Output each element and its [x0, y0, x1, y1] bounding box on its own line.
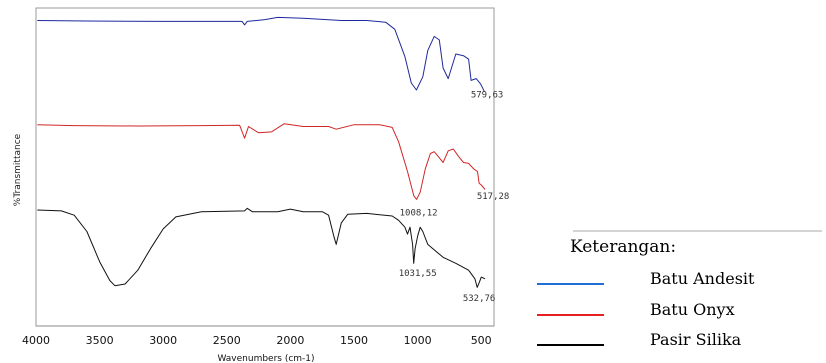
peak-label: 532,76: [463, 294, 496, 304]
legend: Keterangan: Batu Andesit Batu Onyx Pasir…: [537, 230, 822, 349]
peak-label: 1031,55: [399, 269, 437, 279]
series-line-batu-andesit: [37, 16, 485, 93]
peak-label: 517,28: [477, 192, 510, 202]
peak-labels: 579,63 1008,12 517,28 1031,55 532,76: [399, 90, 510, 304]
x-tick-label: 2000: [276, 334, 304, 347]
legend-entry-pasir-silika: Pasir Silika: [537, 330, 742, 349]
peak-label: 1008,12: [400, 208, 438, 218]
x-axis-label: Wavenumbers (cm-1): [217, 354, 314, 363]
x-tick-label: 1000: [404, 334, 432, 347]
series-line-pasir-silika: [37, 207, 486, 288]
x-tick-label: 500: [471, 334, 492, 347]
legend-title: Keterangan:: [570, 237, 676, 257]
legend-entry-batu-onyx: Batu Onyx: [537, 300, 735, 319]
legend-entry-batu-andesit: Batu Andesit: [537, 269, 755, 288]
series-line-batu-onyx: [37, 123, 486, 200]
x-tick-label: 4000: [22, 334, 50, 347]
legend-label-batu-onyx: Batu Onyx: [650, 300, 735, 319]
y-axis-label: %Transmittance: [13, 133, 23, 206]
x-tick-label: 2500: [213, 334, 241, 347]
x-tick-label: 3000: [149, 334, 177, 347]
x-tick-label: 1500: [340, 334, 368, 347]
spectra-series: [37, 16, 486, 288]
x-tick-label: 3500: [86, 334, 114, 347]
x-tick-labels: 4000 3500 3000 2500 2000 1500 1000 500: [22, 334, 492, 347]
peak-label: 579,63: [471, 90, 504, 100]
legend-label-pasir-silika: Pasir Silika: [650, 330, 742, 349]
legend-label-batu-andesit: Batu Andesit: [650, 269, 755, 288]
